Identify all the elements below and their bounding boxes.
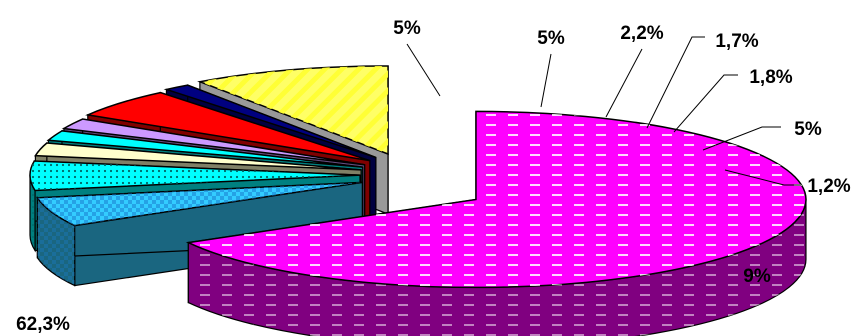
slice-2-outer-wall-pattern bbox=[37, 197, 75, 286]
data-label-slice-1: 62,3% bbox=[16, 314, 70, 335]
data-labels: 62,3% 5% 5% 2,2% 1,7% 1,8% 5% 1,2% 9% bbox=[16, 18, 851, 335]
slice-8-top bbox=[163, 84, 377, 159]
leader-line-5 bbox=[646, 36, 705, 129]
leader-line-3 bbox=[540, 53, 552, 108]
data-label-slice-4: 2,2% bbox=[620, 23, 663, 44]
leader-lines bbox=[406, 36, 801, 186]
slice-6-top bbox=[61, 118, 365, 166]
leader-line-4 bbox=[605, 48, 643, 118]
leader-line-8 bbox=[724, 169, 801, 186]
leader-line-2 bbox=[406, 43, 441, 97]
slice-7-top bbox=[85, 91, 371, 162]
slice-1-outer-wall-pattern bbox=[188, 199, 806, 336]
data-label-slice-6: 1,8% bbox=[749, 67, 792, 88]
data-label-slice-2: 5% bbox=[393, 18, 421, 39]
slice-tops bbox=[29, 65, 807, 289]
data-label-slice-5: 1,7% bbox=[715, 31, 758, 52]
data-label-slice-3: 5% bbox=[537, 28, 565, 49]
leader-line-7 bbox=[702, 126, 781, 151]
slice-3-outer-wall-pattern bbox=[30, 175, 36, 251]
data-label-slice-7: 5% bbox=[794, 119, 822, 140]
data-label-slice-8: 1,2% bbox=[807, 176, 850, 197]
slice-2-top-pattern bbox=[37, 182, 363, 226]
slice-5-top bbox=[46, 130, 363, 168]
slice-1-top-pattern bbox=[188, 111, 806, 288]
data-label-slice-9: 9% bbox=[743, 266, 771, 287]
slice-9-top-pattern bbox=[199, 66, 389, 155]
slice-3-top-pattern bbox=[30, 160, 361, 191]
leader-line-6 bbox=[673, 74, 738, 133]
slice-4-top bbox=[34, 142, 362, 171]
